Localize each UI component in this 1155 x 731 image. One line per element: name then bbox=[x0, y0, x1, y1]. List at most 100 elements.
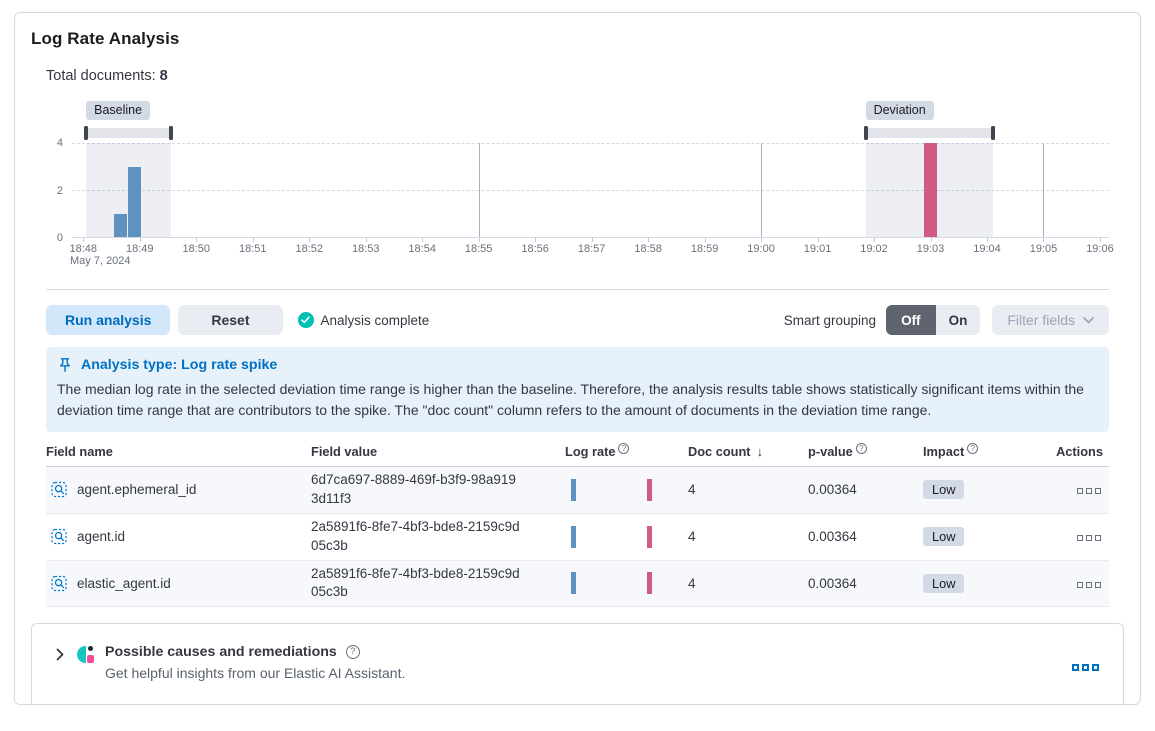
total-documents: Total documents: 8 bbox=[46, 68, 168, 84]
x-tick-label: 18:51 bbox=[238, 243, 267, 255]
x-tick bbox=[252, 238, 254, 242]
row-actions-button[interactable] bbox=[1075, 580, 1103, 590]
x-tick-label: 19:00 bbox=[747, 243, 775, 255]
filter-fields-button[interactable]: Filter fields bbox=[992, 305, 1109, 335]
field-stats-icon[interactable] bbox=[51, 575, 68, 592]
doc-count: 4 bbox=[688, 529, 696, 545]
column-header-p-value[interactable]: p-value? bbox=[808, 443, 923, 459]
callout-body: The median log rate in the selected devi… bbox=[57, 381, 1084, 418]
accordion-subtitle: Get helpful insights from our Elastic AI… bbox=[105, 665, 406, 682]
x-gridline bbox=[478, 143, 480, 237]
x-tick-label: 18:56 bbox=[521, 243, 549, 255]
table-header: Field name Field value Log rate? Doc cou… bbox=[46, 443, 1109, 467]
baseline-mini-bar bbox=[571, 478, 576, 501]
expand-accordion-button[interactable] bbox=[54, 646, 66, 663]
total-documents-value: 8 bbox=[159, 68, 168, 84]
x-tick bbox=[987, 238, 988, 242]
x-tick-label: 18:59 bbox=[690, 243, 719, 255]
baseline-brush-handle[interactable] bbox=[84, 126, 89, 140]
x-tick bbox=[591, 238, 593, 242]
x-tick bbox=[930, 238, 932, 242]
column-header-log-rate[interactable]: Log rate? bbox=[565, 443, 688, 459]
reset-button[interactable]: Reset bbox=[178, 305, 283, 335]
x-tick bbox=[422, 238, 424, 242]
info-icon: ? bbox=[855, 443, 867, 454]
smart-grouping-on-button[interactable]: On bbox=[936, 305, 981, 335]
x-tick bbox=[704, 238, 706, 242]
table-row: elastic_agent.id 2a5891f6-8fe7-4bf3-bde8… bbox=[46, 560, 1109, 608]
x-tick-label: 19:04 bbox=[973, 243, 1001, 255]
x-tick bbox=[478, 238, 480, 242]
table-row: agent.ephemeral_id 6d7ca697-8889-469f-b3… bbox=[46, 467, 1109, 514]
x-tick bbox=[1099, 238, 1101, 242]
y-axis: 0 2 4 bbox=[46, 137, 72, 244]
column-header-field-value[interactable]: Field value bbox=[311, 444, 378, 459]
impact-badge: Low bbox=[923, 480, 965, 500]
field-value: 6d7ca697-8889-469f-b3f9-98a9193d11f3 bbox=[311, 472, 516, 506]
field-stats-icon[interactable] bbox=[51, 528, 68, 545]
deviation-mini-bar bbox=[647, 525, 652, 548]
row-actions-button[interactable] bbox=[1075, 486, 1103, 496]
analysis-toolbar: Run analysis Reset Analysis complete Sma… bbox=[46, 305, 1109, 335]
x-tick-label: 18:50 bbox=[182, 243, 211, 255]
x-tick bbox=[761, 238, 763, 242]
chart-plot-area[interactable] bbox=[72, 143, 1109, 238]
x-tick-label: 19:05 bbox=[1029, 243, 1058, 255]
baseline-mini-bar bbox=[571, 572, 576, 595]
row-actions-button[interactable] bbox=[1075, 533, 1103, 543]
x-tick bbox=[196, 238, 198, 242]
p-value: 0.00364 bbox=[808, 575, 857, 591]
field-name: agent.id bbox=[77, 529, 126, 545]
analysis-status: Analysis complete bbox=[297, 312, 429, 328]
check-icon bbox=[297, 312, 314, 328]
deviation-brush-handle[interactable] bbox=[863, 126, 868, 140]
baseline-brush[interactable] bbox=[86, 128, 171, 138]
analysis-results-table: Field name Field value Log rate? Doc cou… bbox=[46, 443, 1109, 608]
callout-title: Analysis type: Log rate spike bbox=[81, 357, 278, 373]
y-tick-label: 0 bbox=[56, 232, 63, 244]
field-stats-icon[interactable] bbox=[51, 481, 68, 498]
insights-actions-button[interactable] bbox=[1070, 662, 1101, 673]
column-header-field-name[interactable]: Field name bbox=[46, 444, 113, 459]
deviation-mini-bar bbox=[647, 572, 652, 595]
divider bbox=[46, 289, 1109, 290]
histogram-bar bbox=[128, 166, 142, 237]
column-header-impact[interactable]: Impact? bbox=[923, 443, 1035, 459]
x-tick bbox=[648, 238, 650, 242]
page-title: Log Rate Analysis bbox=[31, 29, 180, 48]
baseline-mini-bar bbox=[571, 525, 576, 548]
field-name: agent.ephemeral_id bbox=[77, 482, 197, 498]
baseline-brush-handle[interactable] bbox=[168, 126, 173, 140]
x-gridline bbox=[761, 143, 763, 237]
run-analysis-button[interactable]: Run analysis bbox=[46, 305, 171, 335]
chart-brush-row bbox=[72, 126, 1109, 141]
help-icon[interactable]: ? bbox=[345, 645, 360, 660]
histogram-bar bbox=[114, 213, 128, 237]
x-tick-label: 18:58 bbox=[634, 243, 662, 255]
x-tick bbox=[1043, 238, 1045, 242]
analysis-type-callout: Analysis type: Log rate spike The median… bbox=[46, 347, 1109, 432]
table-row: agent.id 2a5891f6-8fe7-4bf3-bde8-2159c9d… bbox=[46, 514, 1109, 561]
column-header-actions: Actions bbox=[1056, 444, 1103, 459]
baseline-badge: Baseline bbox=[86, 101, 151, 120]
x-tick bbox=[874, 238, 876, 242]
x-tick bbox=[139, 238, 141, 242]
x-tick-label: 19:01 bbox=[803, 243, 832, 255]
pin-icon bbox=[60, 358, 70, 372]
x-tick-label: 18:53 bbox=[351, 243, 380, 255]
deviation-brush-handle[interactable] bbox=[990, 126, 995, 140]
x-tick-label: 19:03 bbox=[916, 243, 945, 255]
column-header-doc-count[interactable]: Doc count ↓ bbox=[688, 444, 764, 459]
info-icon: ? bbox=[618, 443, 630, 454]
x-gridline bbox=[1043, 143, 1045, 237]
deviation-brush[interactable] bbox=[865, 128, 993, 138]
x-axis: 18:48 18:49 18:50 18:51 18:52 18:53 18:54 18:55… bbox=[70, 238, 1114, 268]
y-tick-label: 4 bbox=[56, 137, 63, 149]
smart-grouping-off-button[interactable]: Off bbox=[886, 305, 936, 335]
x-tick bbox=[83, 238, 85, 242]
log-rate-mini-chart bbox=[565, 525, 688, 549]
histogram-bar bbox=[924, 143, 938, 237]
p-value: 0.00364 bbox=[808, 482, 857, 498]
log-rate-analysis-panel: Log Rate Analysis Total documents: 8 Bas… bbox=[14, 12, 1141, 705]
x-tick-label: 18:49 bbox=[126, 243, 154, 255]
